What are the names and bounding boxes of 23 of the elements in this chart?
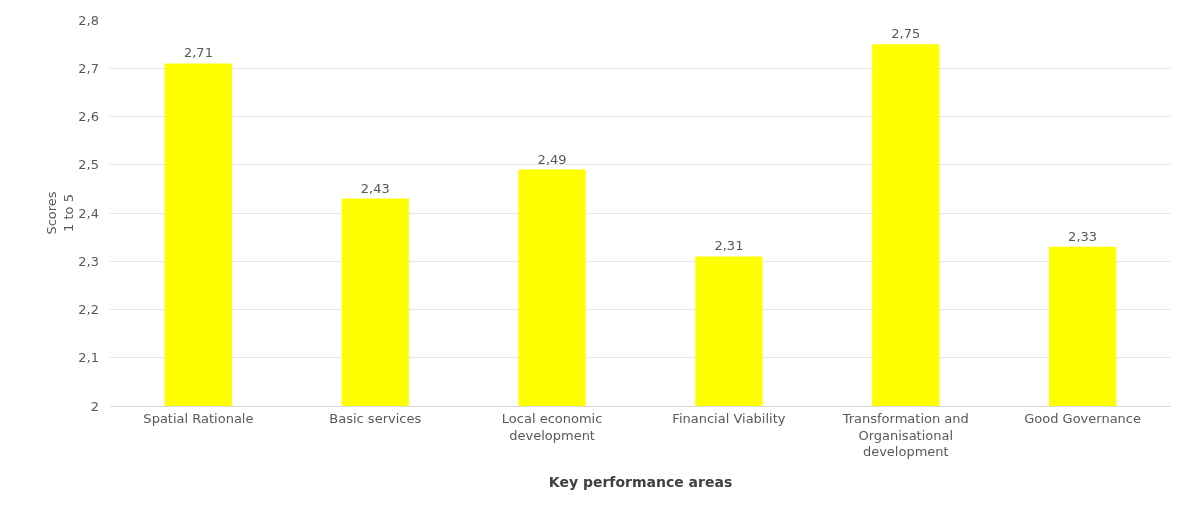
y-tick-label: 2,5 <box>78 157 99 173</box>
x-tick-label: Basic services <box>329 410 422 426</box>
y-tick-label: 2,1 <box>78 350 99 366</box>
y-tick-label: 2,6 <box>78 109 99 125</box>
y-tick-label: 2,2 <box>78 302 99 318</box>
x-axis-title: Key performance areas <box>548 473 733 490</box>
data-label: 2,75 <box>891 26 921 42</box>
data-label: 2,43 <box>360 180 390 196</box>
x-tick-label: Good Governance <box>1024 410 1141 426</box>
y-tick-label: 2 <box>90 398 99 414</box>
data-label: 2,49 <box>537 151 567 167</box>
data-label: 2,33 <box>1068 228 1098 244</box>
y-tick-label: 2,8 <box>78 12 99 28</box>
x-tick-label: Transformation and Organisational development <box>841 410 969 460</box>
data-label: 2,71 <box>183 45 213 61</box>
x-tick-label: Local economic development <box>501 410 603 443</box>
data-label: 2,31 <box>714 238 744 254</box>
y-tick-label: 2,7 <box>78 60 99 76</box>
x-tick-label: Spatial Rationale <box>143 410 254 426</box>
y-tick-label: 2,3 <box>78 253 99 269</box>
x-tick-label: Financial Viability <box>672 410 786 426</box>
y-axis-title: Scores 1 to 5 <box>44 191 77 235</box>
y-tick-label: 2,4 <box>78 205 99 221</box>
